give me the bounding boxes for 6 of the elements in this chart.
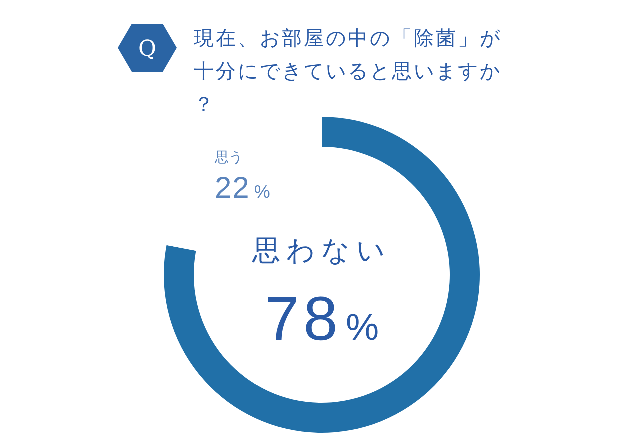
data-label: 22%	[215, 172, 270, 205]
text: Q	[138, 37, 157, 62]
slice-label: 思う	[214, 150, 243, 166]
slice-label: 思わない	[252, 234, 392, 267]
chart-title: 現在、お部屋の中の「除菌」が十分にできていると思いますか？	[194, 26, 502, 116]
data-label: 78%	[264, 285, 380, 354]
